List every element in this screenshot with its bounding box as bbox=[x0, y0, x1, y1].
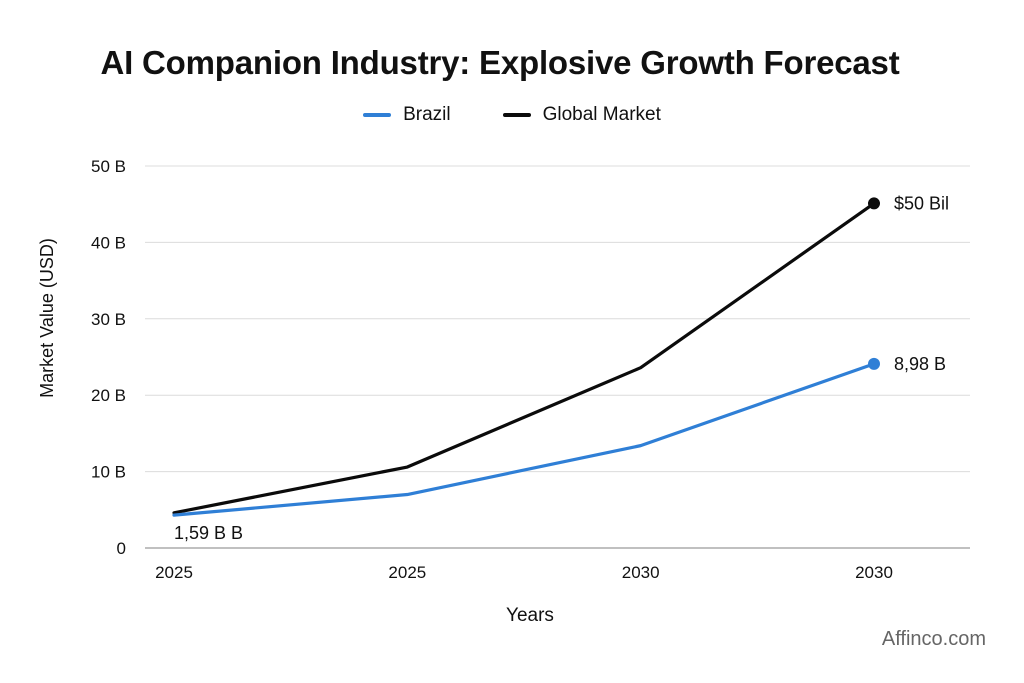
chart-title: AI Companion Industry: Explosive Growth … bbox=[100, 44, 900, 81]
x-tick-label-1: 2025 bbox=[388, 563, 426, 582]
y-tick-label-30: 30 B bbox=[91, 310, 126, 329]
x-axis-title: Years bbox=[506, 605, 554, 626]
data-label-brazil-0: 1,59 B B bbox=[174, 523, 243, 543]
y-tick-label-50: 50 B bbox=[91, 157, 126, 176]
legend-swatch-global-market bbox=[502, 113, 531, 117]
watermark: Affinco.com bbox=[881, 628, 986, 650]
y-tick-label-0: 0 bbox=[117, 539, 126, 558]
legend-label-brazil: Brazil bbox=[403, 104, 451, 125]
data-label-brazil-3: 8,98 B bbox=[894, 354, 946, 374]
data-label-global-market-3: $50 Bil bbox=[894, 193, 949, 213]
legend-swatch-brazil bbox=[363, 113, 392, 117]
x-tick-label-2: 2030 bbox=[622, 563, 660, 582]
legend-label-global-market: Global Market bbox=[542, 104, 661, 125]
legend-item-global-market[interactable]: Global Market bbox=[502, 104, 661, 126]
series-line-global-market bbox=[172, 201, 876, 515]
y-tick-label-20: 20 B bbox=[91, 386, 126, 405]
y-tick-label-10: 10 B bbox=[91, 463, 126, 482]
y-axis-title: Market Value (USD) bbox=[37, 238, 57, 398]
x-tick-label-3: 2030 bbox=[855, 563, 893, 582]
y-tick-label-40: 40 B bbox=[91, 233, 126, 252]
legend-item-brazil[interactable]: Brazil bbox=[363, 104, 451, 126]
end-marker-brazil bbox=[868, 357, 880, 370]
end-marker-global-market bbox=[868, 197, 880, 210]
x-tick-label-0: 2025 bbox=[155, 563, 193, 582]
series-line-brazil bbox=[172, 362, 876, 517]
legend: Brazil Global Market bbox=[0, 104, 1024, 126]
